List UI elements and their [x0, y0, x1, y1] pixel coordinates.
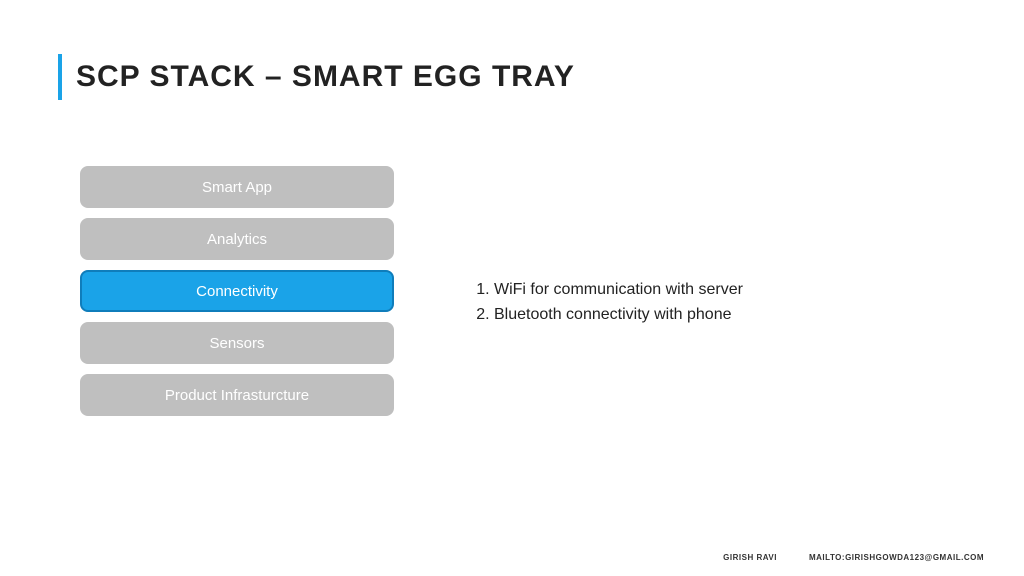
detail-item-1: WiFi for communication with server	[494, 278, 910, 303]
title-wrap: SCP STACK – SMART EGG TRAY	[58, 54, 575, 100]
stack-item-product-infrastructure[interactable]: Product Infrasturcture	[80, 374, 394, 416]
slide-title: SCP STACK – SMART EGG TRAY	[76, 60, 575, 94]
details: WiFi for communication with server Bluet…	[470, 278, 910, 328]
title-accent-bar	[58, 54, 62, 100]
details-list: WiFi for communication with server Bluet…	[470, 278, 910, 328]
slide: SCP STACK – SMART EGG TRAY Smart App Ana…	[0, 0, 1024, 576]
stack-item-sensors[interactable]: Sensors	[80, 322, 394, 364]
footer-contact: MAILTO:GIRISHGOWDA123@GMAIL.COM	[809, 553, 984, 562]
detail-item-2: Bluetooth connectivity with phone	[494, 303, 910, 328]
stack-item-analytics[interactable]: Analytics	[80, 218, 394, 260]
footer-author: GIRISH RAVI	[723, 553, 777, 562]
stack-item-smart-app[interactable]: Smart App	[80, 166, 394, 208]
stack: Smart App Analytics Connectivity Sensors…	[80, 166, 394, 416]
footer: GIRISH RAVI MAILTO:GIRISHGOWDA123@GMAIL.…	[723, 553, 984, 562]
stack-item-connectivity[interactable]: Connectivity	[80, 270, 394, 312]
